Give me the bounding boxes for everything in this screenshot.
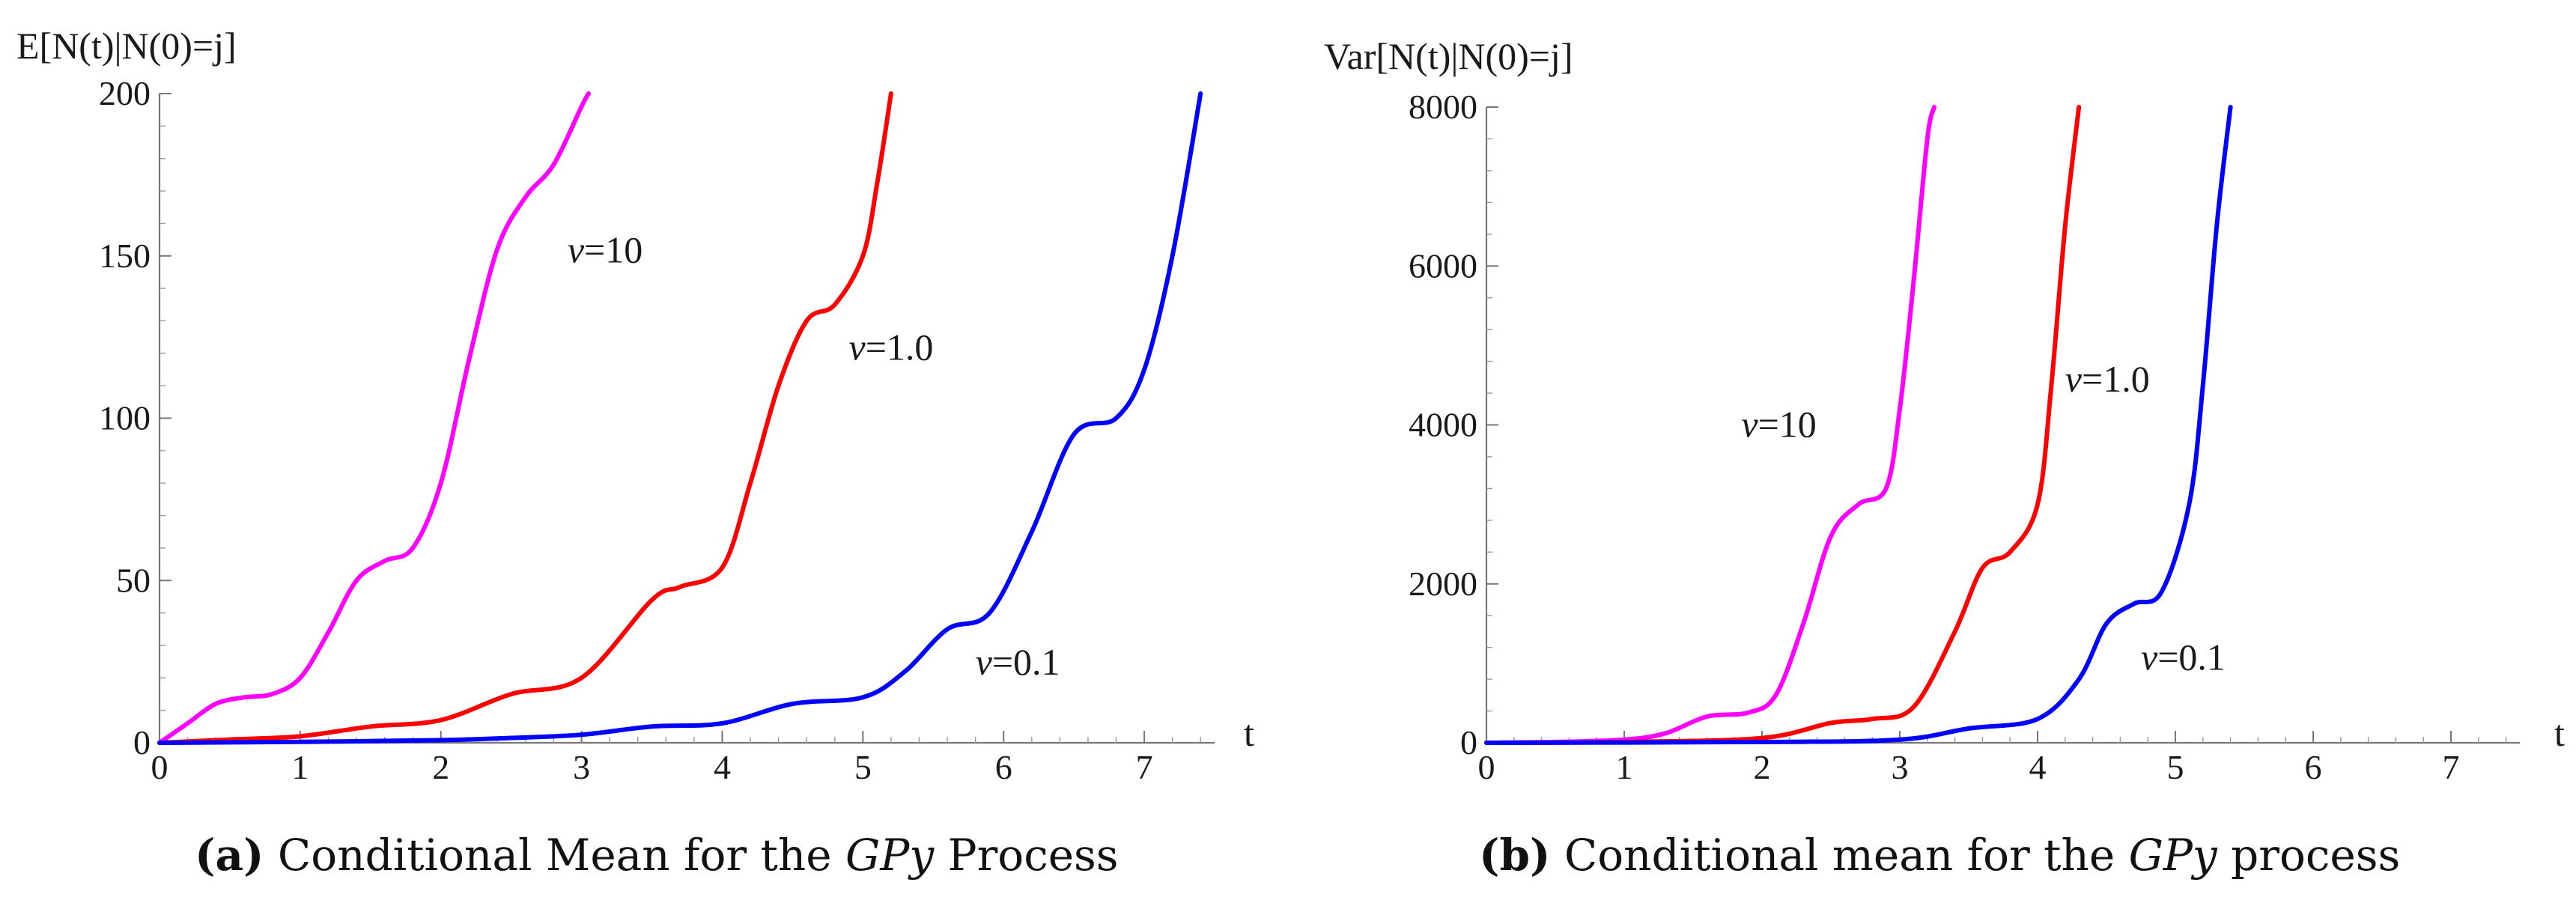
x-tick-label: 7 [1136, 748, 1153, 786]
y-tick-label: 8000 [1409, 88, 1477, 126]
caption-a-text: Conditional Mean for the [264, 830, 845, 881]
x-axis-label: t [1244, 712, 1254, 754]
y-tick-label: 50 [116, 561, 151, 599]
y-tick-label: 6000 [1409, 246, 1477, 285]
x-tick-label: 2 [1754, 748, 1771, 786]
y-tick-label: 150 [99, 237, 151, 275]
y-axis-label: Var[N(t)|N(0)=j] [1324, 35, 1573, 77]
y-tick-label: 4000 [1409, 406, 1477, 444]
x-tick-label: 4 [714, 748, 731, 786]
x-tick-label: 6 [2305, 748, 2322, 786]
curve-annotation: ν=1.0 [2065, 358, 2150, 400]
chart-panel-a: 0 1 2 3 4 5 6 7 0 50 100 150 200 E[N(t)|N(0)=j] t ν=10 ν… [16, 25, 1254, 786]
x-tick-label: 1 [1616, 748, 1633, 786]
y-tick-label: 200 [99, 74, 151, 112]
x-tick-label: 5 [854, 748, 872, 786]
caption-b: (b) Conditional mean for the GPy process [1479, 830, 2400, 881]
chart-panel-b: 0 1 2 3 4 5 6 7 0 2000 4000 6000 8000 Var[N(t)|N(0)=j… [1324, 35, 2565, 786]
series-line-ν=1.0 [157, 91, 893, 745]
curve-annotation: ν=1.0 [849, 326, 934, 368]
series-line-ν=10 [1484, 105, 1936, 745]
caption-a-math: GPy [845, 830, 935, 881]
x-tick-label: 3 [1892, 748, 1909, 786]
y-tick-label: 0 [1460, 723, 1477, 762]
series-line-ν=0.1 [1484, 105, 2233, 745]
caption-a-tag: (a) [195, 830, 264, 881]
curve-annotation: ν=10 [568, 228, 643, 270]
y-tick-label: 0 [133, 723, 151, 762]
curve-annotation: ν=0.1 [2141, 636, 2226, 678]
y-tick-label: 2000 [1409, 565, 1477, 603]
series-line-ν=10 [157, 91, 591, 745]
caption-a-post: Process [934, 830, 1119, 881]
x-tick-label: 3 [573, 748, 590, 786]
curve-annotation: ν=0.1 [976, 641, 1060, 683]
caption-b-math: GPy [2128, 830, 2217, 881]
x-tick-label: 5 [2167, 748, 2184, 786]
x-tick-label: 7 [2443, 748, 2460, 786]
series-line-ν=0.1 [157, 91, 1203, 745]
x-tick-label: 1 [291, 748, 309, 786]
caption-b-post: process [2217, 830, 2401, 881]
x-tick-label: 4 [2029, 748, 2047, 786]
caption-b-text: Conditional mean for the [1550, 830, 2129, 881]
caption-a: (a) Conditional Mean for the GPy Process [195, 830, 1119, 881]
x-tick-label: 6 [995, 748, 1012, 786]
x-tick-label: 2 [432, 748, 449, 786]
x-tick-label: 0 [1478, 748, 1495, 786]
x-tick-label: 0 [151, 748, 168, 786]
y-axis-label: E[N(t)|N(0)=j] [16, 25, 237, 67]
y-tick-label: 100 [99, 399, 151, 437]
curve-annotation: ν=10 [1741, 403, 1816, 445]
caption-b-tag: (b) [1479, 830, 1551, 881]
x-axis-label: t [2554, 712, 2565, 754]
